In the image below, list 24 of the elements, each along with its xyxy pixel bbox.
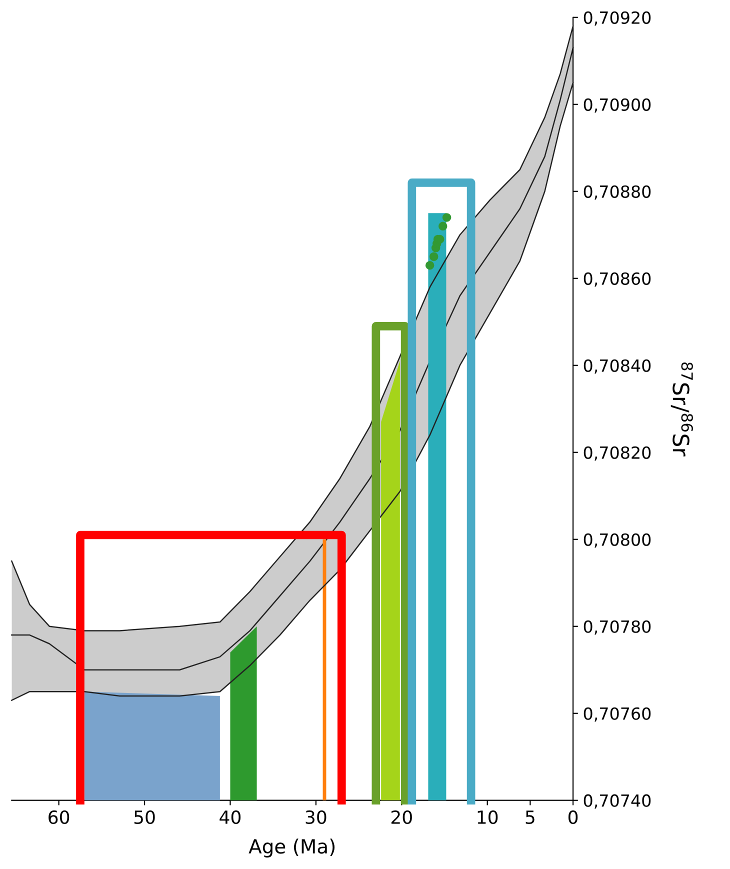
x-tick-label: 40 [220,810,241,824]
x-tick-label: 10 [478,810,498,824]
point [438,222,448,231]
y-tick-label: 0,70900 [584,98,651,113]
x-tick-label: 60 [48,810,70,824]
y-tick-label: 0,70920 [584,11,651,26]
y-tick-label: 0,70740 [584,794,651,809]
x-tick-label: 0 [568,810,578,824]
y-tick-label: 0,70780 [584,620,651,635]
y-tick-label: 0,70840 [584,359,651,374]
y-tick-label: 0,70860 [584,272,651,287]
y-axis-title: $^{87}$Sr/$^{86}$Sr [670,362,693,456]
x-tick-label: 5 [526,810,534,824]
y-tick-label: 0,70880 [584,185,651,200]
point [425,260,434,270]
y-tick-label: 0,70800 [584,533,651,548]
point [442,213,452,222]
y-tick-label: 0,70760 [584,707,651,722]
x-tick-label: 50 [134,810,155,824]
x-axis-title: Age (Ma) [248,838,335,858]
x-tick-label: 30 [306,810,326,824]
point [429,252,438,261]
y-tick-label: 0,70820 [584,446,651,461]
x-tick-label: 20 [391,810,412,824]
